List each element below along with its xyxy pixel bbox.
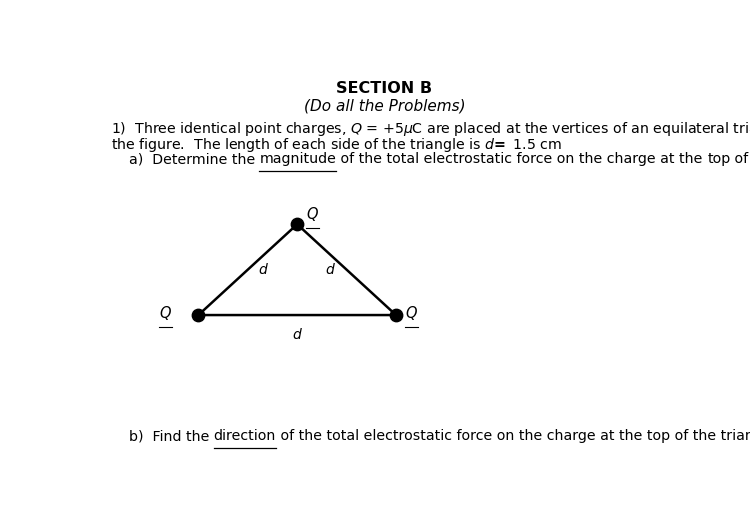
Point bbox=[291, 220, 303, 228]
Text: magnitude: magnitude bbox=[260, 152, 336, 166]
Text: direction: direction bbox=[214, 429, 276, 443]
Text: of the total electrostatic force on the charge at the top of the triangle.: of the total electrostatic force on the … bbox=[276, 429, 750, 443]
Text: $d$: $d$ bbox=[292, 327, 302, 342]
Text: $d$: $d$ bbox=[258, 262, 269, 277]
Text: a)  Determine the: a) Determine the bbox=[129, 152, 260, 166]
Text: SECTION B: SECTION B bbox=[336, 81, 433, 96]
Text: 1)  Three identical point charges, $Q$ = +5$\mu$C are placed at the vertices of : 1) Three identical point charges, $Q$ = … bbox=[111, 120, 750, 138]
Text: b)  Find the: b) Find the bbox=[129, 429, 214, 443]
Text: $d$: $d$ bbox=[326, 262, 336, 277]
Text: (Do all the Problems): (Do all the Problems) bbox=[304, 99, 465, 113]
Point bbox=[192, 311, 204, 319]
Text: $Q$: $Q$ bbox=[307, 205, 320, 223]
Text: of the triangle.: of the triangle. bbox=[730, 152, 750, 166]
Text: $Q$: $Q$ bbox=[159, 304, 172, 322]
Text: the figure.  The length of each side of the triangle is $d\!\mathbf{=}$ 1.5 cm: the figure. The length of each side of t… bbox=[111, 136, 562, 154]
Point bbox=[390, 311, 402, 319]
Text: $Q$: $Q$ bbox=[405, 304, 418, 322]
Text: top: top bbox=[707, 152, 730, 166]
Text: of the total electrostatic force on the charge at the: of the total electrostatic force on the … bbox=[336, 152, 707, 166]
